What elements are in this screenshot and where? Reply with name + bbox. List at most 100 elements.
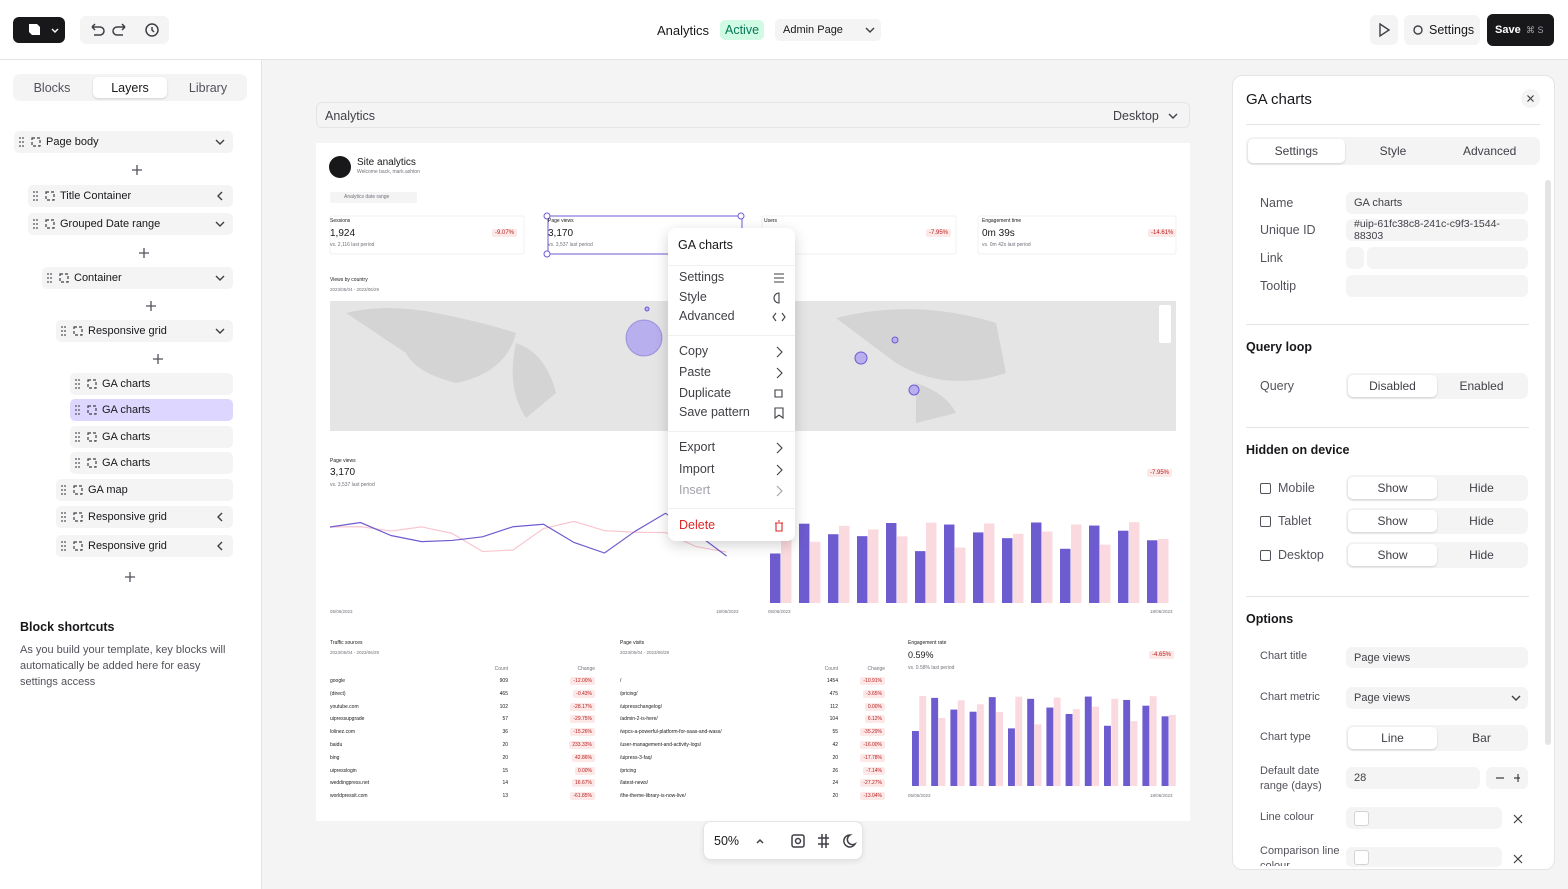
bar <box>770 553 781 603</box>
add-block[interactable] <box>132 165 142 175</box>
segment-option[interactable]: Bar <box>1472 731 1491 745</box>
logo-button[interactable] <box>13 17 65 43</box>
menu-icon <box>776 346 783 358</box>
menu-item[interactable]: Paste <box>679 365 711 379</box>
menu-item[interactable]: Export <box>679 440 716 454</box>
add-block[interactable] <box>153 354 163 364</box>
segment-option[interactable]: Show <box>1348 510 1437 532</box>
layer-item[interactable]: Responsive grid <box>56 535 233 557</box>
layer-item[interactable]: Title Container <box>28 185 233 207</box>
segmented[interactable]: Show Hide <box>1346 542 1528 568</box>
bar <box>988 697 996 786</box>
text-field[interactable]: #uip-61fc38c8-241c-c9f3-1544-88303 <box>1346 219 1528 241</box>
history-buttons[interactable] <box>80 16 169 44</box>
preview-button[interactable] <box>1370 15 1398 45</box>
left-tab[interactable]: Layers <box>111 81 149 95</box>
segment-option[interactable]: Advanced <box>1462 144 1517 158</box>
device-select[interactable]: Desktop <box>1113 109 1159 123</box>
menu-item[interactable]: Save pattern <box>679 405 750 419</box>
preview-text: Views by country <box>330 277 368 283</box>
menu-item[interactable]: Duplicate <box>679 386 732 400</box>
preview-text: 475 <box>829 690 838 697</box>
segment-option[interactable]: Style <box>1379 144 1407 158</box>
add-block[interactable] <box>146 301 156 311</box>
segment-option[interactable]: Disabled <box>1348 375 1437 397</box>
segment-option[interactable]: Show <box>1348 477 1437 499</box>
preview-text: vs. 0m 42s last period <box>982 242 1031 248</box>
segment-option[interactable]: Line <box>1348 727 1437 749</box>
colour-field[interactable] <box>1346 847 1502 867</box>
segment-option[interactable]: Settings <box>1248 139 1345 163</box>
text-field[interactable]: Page views <box>1346 647 1528 668</box>
preview-text: weddingpress.net <box>330 780 370 787</box>
segmented[interactable]: Show Hide <box>1346 475 1528 501</box>
preview-text: uipressupgrade <box>330 716 365 723</box>
preview-text: baidu <box>330 742 343 748</box>
left-tab[interactable]: Library <box>188 81 228 95</box>
bar <box>1071 524 1082 603</box>
menu-item[interactable]: Advanced <box>679 309 735 323</box>
segmented[interactable]: Settings Style Advanced <box>1246 137 1540 165</box>
layer-item[interactable]: GA map <box>56 479 233 501</box>
bar <box>1161 716 1169 786</box>
menu-item[interactable]: Delete <box>679 518 716 532</box>
segment-option[interactable]: Enabled <box>1459 379 1504 393</box>
save-button[interactable]: Save ⌘ S <box>1487 14 1554 46</box>
preview-text: 3,170 <box>548 228 574 239</box>
menu-item[interactable]: Settings <box>679 270 725 284</box>
segment-option[interactable]: Show <box>1348 544 1437 566</box>
layer-item[interactable]: GA charts <box>70 426 233 448</box>
tooltip-field[interactable] <box>1346 275 1528 297</box>
stepper[interactable] <box>1486 767 1528 789</box>
zoom-level[interactable]: 50% <box>714 834 740 848</box>
menu-item[interactable]: Copy <box>679 344 709 358</box>
preview-text: Count <box>494 666 508 672</box>
select-field[interactable]: Page views <box>1346 687 1528 709</box>
add-block[interactable] <box>139 248 149 258</box>
layer-item[interactable]: Page body <box>14 131 233 153</box>
settings-button[interactable]: Settings <box>1404 15 1480 45</box>
menu-item[interactable]: Import <box>679 462 715 476</box>
link-field[interactable] <box>1367 247 1528 269</box>
bar <box>1118 530 1129 603</box>
layer-label: Responsive grid <box>88 511 167 523</box>
icon <box>776 442 783 454</box>
menu-icon <box>776 485 783 497</box>
segmented[interactable]: Disabled Enabled <box>1346 373 1528 399</box>
preview-text: 26 <box>832 767 838 774</box>
page-select[interactable]: Admin Page <box>775 19 881 41</box>
preview-text: Page views <box>548 218 574 224</box>
clear-button[interactable] <box>1512 812 1524 824</box>
text-field[interactable]: GA charts <box>1346 192 1528 214</box>
layer-item[interactable]: GA charts <box>70 452 233 474</box>
number-field[interactable]: 28 <box>1346 767 1480 789</box>
bar <box>1046 707 1054 786</box>
layer-item[interactable]: GA charts <box>70 399 233 421</box>
preview-text: 1,924 <box>330 228 356 239</box>
segmented[interactable]: Show Hide <box>1346 508 1528 534</box>
preview-text: 6.12% <box>864 715 885 724</box>
layer-item[interactable]: Responsive grid <box>56 320 233 342</box>
bar <box>1013 533 1024 603</box>
clear-button[interactable] <box>1512 852 1524 864</box>
segment-option[interactable]: Hide <box>1469 481 1494 495</box>
preview-text: 14 <box>502 780 508 787</box>
preview-text: -0.43% <box>573 689 595 698</box>
add-block[interactable] <box>125 572 135 582</box>
menu-divider <box>668 508 795 509</box>
layer-item[interactable]: Container <box>42 267 233 289</box>
layer-item[interactable]: Grouped Date range <box>28 213 233 235</box>
layer-item[interactable]: Responsive grid <box>56 506 233 528</box>
segmented[interactable]: Line Bar <box>1346 725 1528 751</box>
preview-text: -15.26% <box>570 728 595 737</box>
preview-text: 3,170 <box>330 467 356 478</box>
icon <box>776 485 783 497</box>
left-tab[interactable]: Blocks <box>33 81 71 95</box>
close-button[interactable] <box>1521 89 1540 108</box>
segment-option[interactable]: Hide <box>1469 514 1494 528</box>
segment-option[interactable]: Hide <box>1469 548 1494 562</box>
link-button[interactable] <box>1346 247 1364 269</box>
layer-item[interactable]: GA charts <box>70 373 233 395</box>
menu-item[interactable]: Style <box>679 290 707 304</box>
colour-field[interactable] <box>1346 807 1502 829</box>
